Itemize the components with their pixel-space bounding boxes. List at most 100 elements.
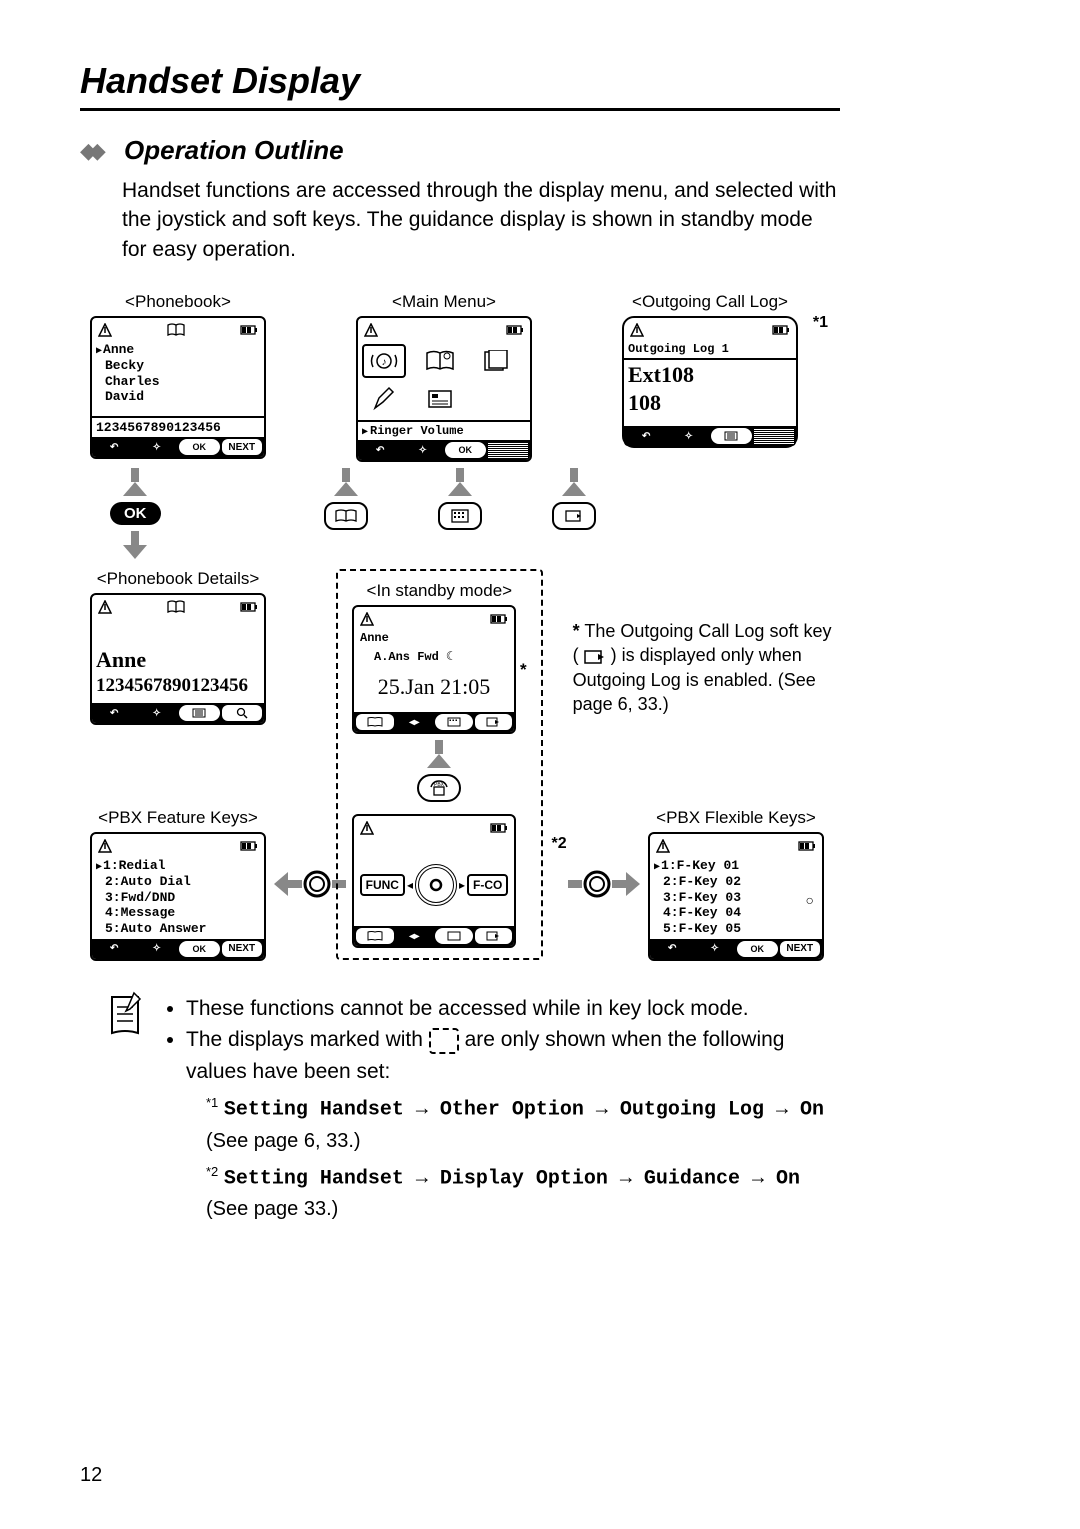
softkey-ok[interactable]: OK bbox=[179, 439, 220, 455]
screen-mainmenu: ♪ bbox=[356, 316, 532, 462]
menu-card-icon[interactable] bbox=[474, 344, 518, 378]
screen-standby: Anne A.Ans Fwd ☾ 25.Jan 21:05 ◂▸ bbox=[352, 605, 516, 734]
label-pbxflexible: <PBX Flexible Keys> bbox=[656, 808, 816, 828]
signal-icon bbox=[360, 612, 374, 626]
battery-icon bbox=[772, 325, 790, 335]
softkey-nav-icon[interactable]: ✧ bbox=[137, 439, 178, 455]
softkey-back-icon[interactable]: ↶ bbox=[652, 941, 693, 957]
side-note: * The Outgoing Call Log soft key ( ) is … bbox=[573, 619, 840, 716]
battery-icon bbox=[490, 823, 508, 833]
softkey-blank bbox=[488, 442, 529, 458]
softkey-ok[interactable]: OK bbox=[179, 941, 220, 957]
softkey-lr-icon[interactable]: ◂▸ bbox=[396, 714, 434, 730]
signal-icon bbox=[656, 839, 670, 853]
label-mainmenu: <Main Menu> bbox=[392, 292, 496, 312]
screen-pbxflexible: 1:F-Key 012:F-Key 023:F-Key 034:F-Key 04… bbox=[648, 832, 824, 960]
softkey-next[interactable]: NEXT bbox=[222, 941, 263, 957]
softkey-back-icon[interactable]: ↶ bbox=[94, 439, 135, 455]
menu-book-icon[interactable] bbox=[418, 344, 462, 378]
screen-pbxfeature: 1:Redial2:Auto Dial3:Fwd/DND4:Message5:A… bbox=[90, 832, 266, 960]
list-item[interactable]: 1:F-Key 01 bbox=[654, 858, 818, 874]
softkey-outlog-icon[interactable] bbox=[475, 928, 513, 944]
softkey-search-icon[interactable] bbox=[222, 705, 263, 721]
softkey-menu-icon[interactable] bbox=[435, 928, 473, 944]
label-phonebook: <Phonebook> bbox=[125, 292, 231, 312]
list-item[interactable]: Charles bbox=[96, 374, 260, 390]
label-pbxfeature: <PBX Feature Keys> bbox=[98, 808, 258, 828]
fco-ring-icon bbox=[582, 869, 612, 899]
star-marker: * bbox=[520, 660, 527, 680]
ok-key[interactable]: OK bbox=[110, 502, 161, 525]
softkey-back-icon[interactable]: ↶ bbox=[626, 428, 667, 444]
menu-key[interactable] bbox=[438, 502, 482, 530]
softkey-outlog-icon[interactable] bbox=[475, 714, 513, 730]
softkey-nav-icon[interactable]: ✧ bbox=[137, 705, 178, 721]
pbx-key[interactable]: PBX bbox=[417, 774, 461, 802]
softkey-lr-icon[interactable]: ◂▸ bbox=[396, 928, 434, 944]
list-item[interactable]: 2:F-Key 02 bbox=[654, 874, 818, 890]
signal-icon bbox=[98, 323, 112, 337]
battery-icon bbox=[240, 602, 258, 612]
intro-text: Handset functions are accessed through t… bbox=[122, 176, 840, 264]
section-bullet-icon: ◆◆ bbox=[80, 138, 114, 164]
softkey-menu-icon[interactable] bbox=[435, 714, 473, 730]
softkey-ok[interactable]: OK bbox=[445, 442, 486, 458]
func-label: FUNC bbox=[360, 874, 405, 896]
list-item[interactable]: 5:F-Key 05 bbox=[654, 921, 818, 937]
page-title: Handset Display bbox=[80, 60, 840, 102]
softkey-blank bbox=[754, 428, 795, 444]
list-item[interactable]: 2:Auto Dial bbox=[96, 874, 260, 890]
softkey-nav-icon[interactable]: ✧ bbox=[403, 442, 444, 458]
list-item[interactable]: 3:Fwd/DND bbox=[96, 890, 260, 906]
softkey-next[interactable]: NEXT bbox=[222, 439, 263, 455]
softkey-list-icon[interactable] bbox=[711, 428, 752, 444]
standby-datetime: 25.Jan 21:05 bbox=[354, 666, 514, 712]
menu-ringer-icon[interactable]: ♪ bbox=[362, 344, 406, 378]
outgoing-header: Outgoing Log 1 bbox=[624, 340, 796, 360]
softkey-nav-icon[interactable]: ✧ bbox=[137, 941, 178, 957]
list-item[interactable]: Anne bbox=[96, 342, 260, 358]
list-item[interactable]: David bbox=[96, 389, 260, 405]
signal-icon bbox=[98, 600, 112, 614]
battery-icon bbox=[798, 841, 816, 851]
battery-icon bbox=[240, 325, 258, 335]
list-item[interactable]: 3:F-Key 03 bbox=[654, 890, 818, 906]
details-name: Anne bbox=[92, 645, 264, 673]
screen-pbdetails: Anne 1234567890123456 ↶ ✧ bbox=[90, 593, 266, 725]
list-item[interactable]: 1:Redial bbox=[96, 858, 260, 874]
softkey-list-icon[interactable] bbox=[179, 705, 220, 721]
softkey-next[interactable]: NEXT bbox=[780, 941, 821, 957]
softkey-book-icon[interactable] bbox=[356, 714, 394, 730]
softkey-back-icon[interactable]: ↶ bbox=[94, 941, 135, 957]
softkey-nav-icon[interactable]: ✧ bbox=[669, 428, 710, 444]
signal-icon bbox=[630, 323, 644, 337]
softkey-ok[interactable]: OK bbox=[737, 941, 778, 957]
svg-text:♪: ♪ bbox=[382, 357, 387, 368]
page-number: 12 bbox=[80, 1464, 840, 1487]
notes-list: These functions cannot be accessed while… bbox=[166, 993, 840, 1225]
softkey-back-icon[interactable]: ↶ bbox=[94, 705, 135, 721]
svg-text:PBX: PBX bbox=[434, 782, 445, 788]
list-item[interactable]: 5:Auto Answer bbox=[96, 921, 260, 937]
section-title: Operation Outline bbox=[124, 135, 344, 166]
softkey-book-icon[interactable] bbox=[356, 928, 394, 944]
list-item[interactable]: 4:F-Key 04 bbox=[654, 905, 818, 921]
menu-pbx-icon[interactable] bbox=[418, 382, 462, 416]
phonebook-number: 1234567890123456 bbox=[92, 416, 264, 437]
list-item[interactable]: 4:Message bbox=[96, 905, 260, 921]
list-item[interactable]: Becky bbox=[96, 358, 260, 374]
softkey-nav-icon[interactable]: ✧ bbox=[695, 941, 736, 957]
outgoing-ext: Ext108 bbox=[624, 360, 796, 388]
func-ring-icon bbox=[302, 869, 332, 899]
outgoing-num: 108 bbox=[624, 388, 796, 426]
book-key[interactable] bbox=[324, 502, 368, 530]
label-outgoing: <Outgoing Call Log> bbox=[632, 292, 788, 312]
menu-pen-icon[interactable] bbox=[362, 382, 406, 416]
joystick-icon bbox=[415, 864, 457, 906]
outlog-key[interactable] bbox=[552, 502, 596, 530]
battery-icon bbox=[490, 614, 508, 624]
signal-icon bbox=[98, 839, 112, 853]
standby-name: Anne bbox=[354, 629, 514, 647]
book-icon bbox=[167, 600, 185, 614]
softkey-back-icon[interactable]: ↶ bbox=[360, 442, 401, 458]
